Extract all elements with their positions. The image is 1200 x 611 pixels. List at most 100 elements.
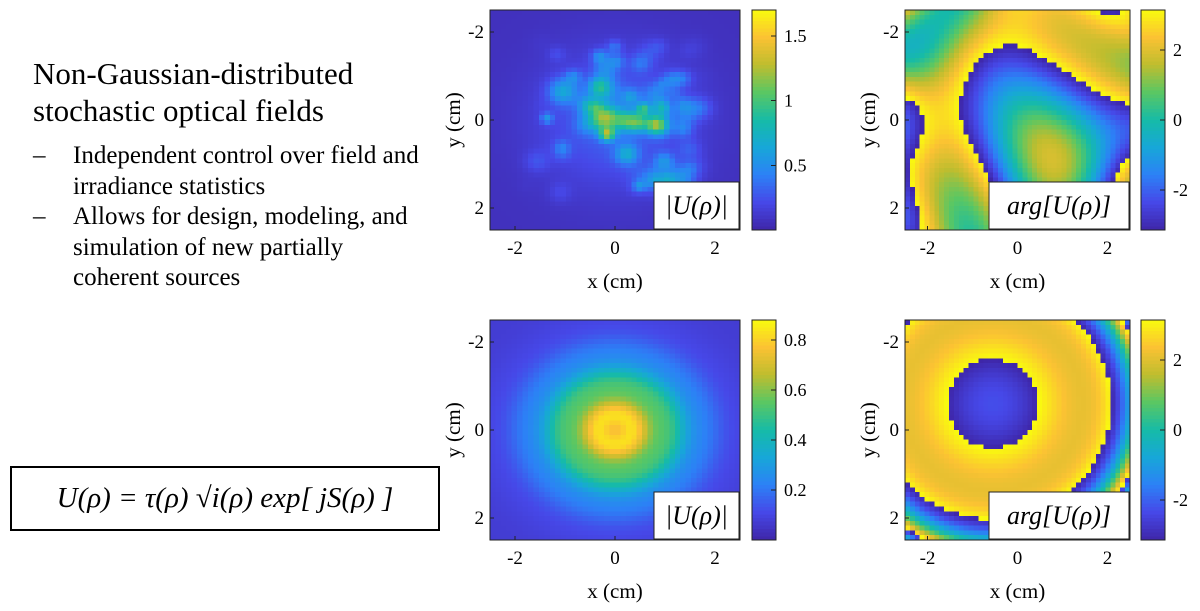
heatmap-cell [528, 57, 535, 64]
heatmap-cell [1120, 120, 1126, 126]
heatmap-cell [701, 148, 708, 155]
heatmap-cell [517, 225, 524, 231]
heatmap-cell [949, 57, 955, 64]
heatmap-cell [1017, 86, 1023, 92]
heatmap-cell [495, 377, 502, 383]
heatmap-cell [549, 19, 556, 25]
heatmap-cell [604, 105, 611, 112]
heatmap-cell [522, 167, 529, 174]
heatmap-cell [939, 206, 945, 212]
heatmap-cell [909, 67, 916, 73]
heatmap-cell [631, 167, 638, 174]
bullet-marker: – [33, 142, 46, 169]
heatmap-cell [533, 153, 540, 159]
heatmap-cell [1100, 86, 1107, 92]
heatmap-cell [707, 53, 714, 59]
colorbar-segment [1141, 76, 1165, 81]
heatmap-cell [988, 100, 994, 107]
heatmap-cell [604, 62, 611, 68]
heatmap-cell [663, 324, 670, 331]
heatmap-cell [680, 348, 687, 355]
heatmap-cell [929, 201, 935, 207]
heatmap-cell [663, 115, 670, 121]
heatmap-cell [1041, 163, 1048, 169]
colorbar-segment [752, 39, 776, 44]
heatmap-cell [707, 115, 714, 121]
heatmap-cell [615, 139, 622, 145]
heatmap-cell [593, 62, 600, 68]
heatmap-cell [707, 96, 714, 102]
heatmap-cell [490, 215, 497, 222]
heatmap-cell [919, 115, 926, 121]
heatmap-cell [593, 372, 600, 378]
heatmap-cell [500, 329, 507, 335]
heatmap-cell [658, 177, 665, 183]
heatmap-cell [905, 81, 911, 88]
heatmap-cell [631, 353, 638, 359]
heatmap-cell [988, 43, 994, 49]
heatmap-cell [560, 124, 567, 131]
heatmap-cell [495, 210, 502, 217]
heatmap-cell [663, 14, 670, 21]
heatmap-cell [701, 76, 708, 83]
heatmap-cell [944, 86, 950, 92]
heatmap-cell [598, 182, 605, 188]
heatmap-cell [934, 177, 940, 183]
heatmap-cell [1120, 10, 1126, 16]
heatmap-cell [571, 81, 578, 88]
heatmap-cell [696, 62, 703, 68]
heatmap-cell [988, 167, 994, 174]
heatmap-cell [674, 320, 681, 326]
heatmap-cell [701, 72, 708, 78]
heatmap-cell [707, 353, 714, 359]
heatmap-cell [1022, 33, 1028, 40]
heatmap-cell [1085, 172, 1092, 178]
heatmap-cell [696, 67, 703, 73]
heatmap-cell [1105, 14, 1112, 21]
heatmap-cell [1046, 24, 1053, 30]
heatmap-cell [680, 129, 687, 135]
heatmap-cell [1100, 120, 1107, 126]
heatmap-cell [598, 67, 605, 73]
heatmap-cell [944, 201, 950, 207]
heatmap-cell [1071, 167, 1077, 174]
heatmap-cell [1125, 158, 1131, 164]
heatmap-cell [615, 158, 622, 164]
heatmap-cell [560, 353, 567, 359]
heatmap-cell [1066, 134, 1072, 140]
heatmap-cell [1115, 177, 1121, 183]
heatmap-cell [571, 72, 578, 78]
heatmap-cell [533, 24, 540, 30]
heatmap-cell [495, 100, 502, 107]
heatmap-cell [929, 53, 935, 59]
heatmap-cell [609, 215, 616, 222]
heatmap-cell [549, 100, 556, 107]
heatmap-cell [1051, 167, 1058, 174]
heatmap-cell [636, 129, 643, 135]
heatmap-cell [701, 62, 708, 68]
heatmap-cell [598, 53, 605, 59]
heatmap-cell [696, 100, 703, 107]
heatmap-cell [636, 143, 643, 150]
heatmap-cell [1022, 148, 1028, 155]
heatmap-cell [609, 129, 616, 135]
heatmap-cell [729, 115, 736, 121]
heatmap-cell [707, 363, 714, 369]
heatmap-cell [1002, 10, 1009, 16]
heatmap-cell [691, 48, 698, 54]
heatmap-cell [593, 143, 600, 150]
heatmap-cell [631, 81, 638, 88]
heatmap-cell [949, 215, 955, 222]
heatmap-cell [701, 324, 708, 331]
heatmap-cell [517, 29, 524, 35]
heatmap-cell [533, 10, 540, 16]
heatmap-cell [620, 81, 627, 88]
heatmap-cell [988, 124, 994, 131]
heatmap-cell [506, 129, 513, 135]
heatmap-cell [963, 215, 970, 222]
heatmap-cell [582, 14, 589, 21]
heatmap-cell [939, 177, 945, 183]
x-tick-label: 0 [1013, 238, 1023, 259]
heatmap-cell [691, 105, 698, 112]
heatmap-cell [517, 153, 524, 159]
